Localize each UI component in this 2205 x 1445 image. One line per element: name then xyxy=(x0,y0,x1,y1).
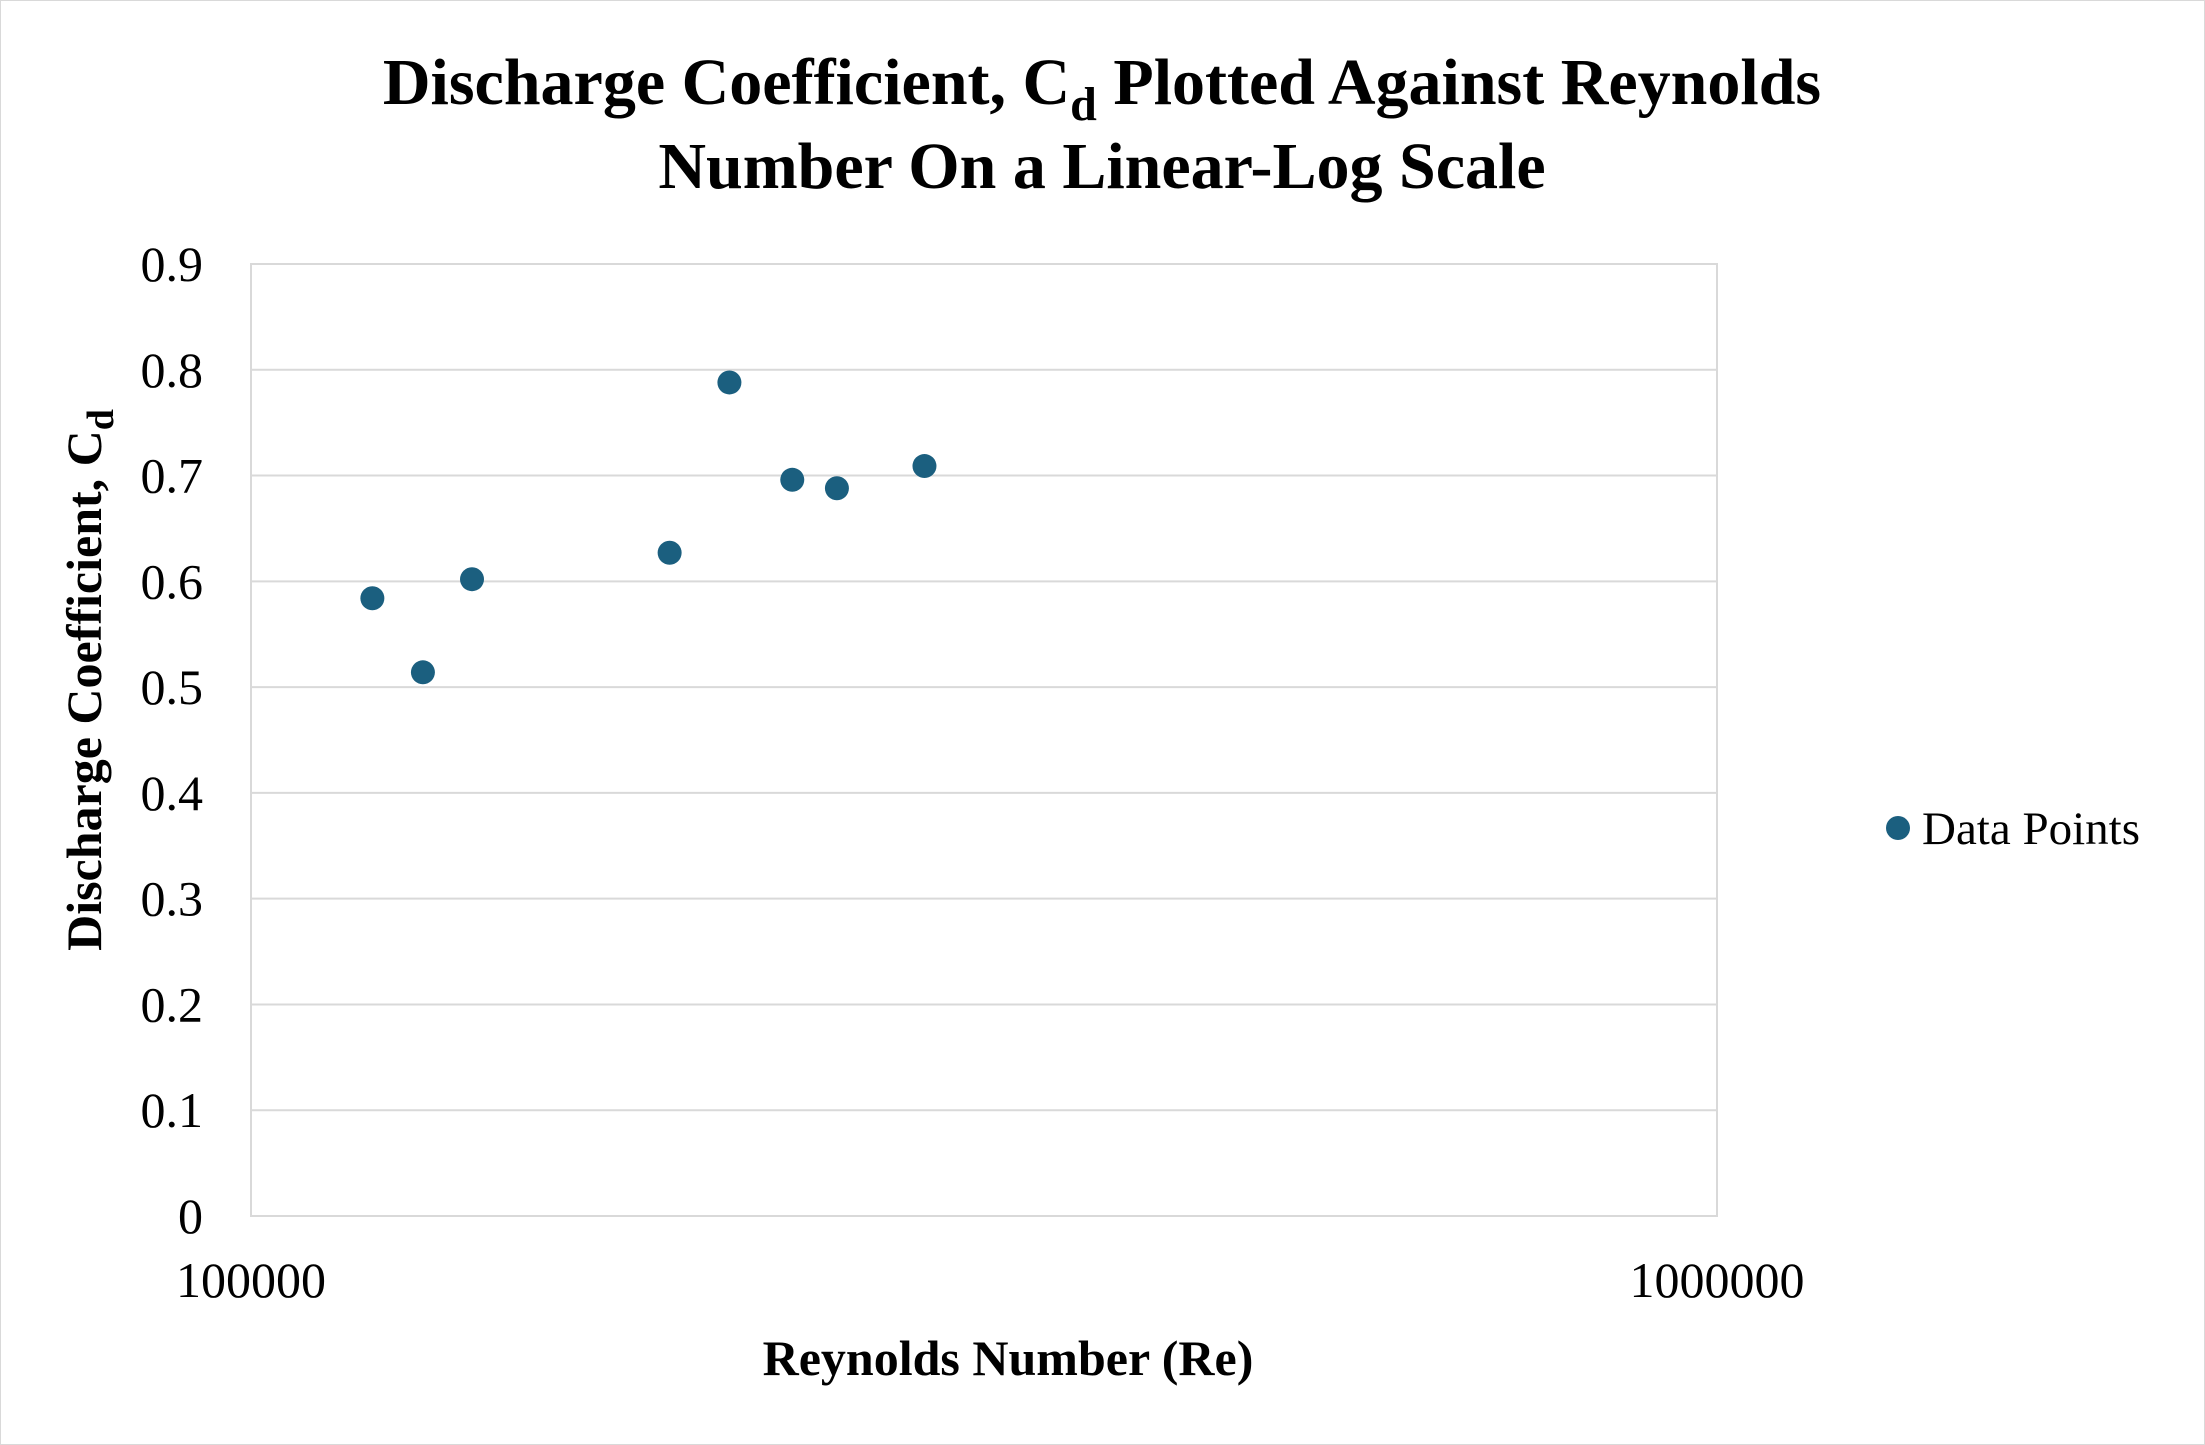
y-tick-label: 0.9 xyxy=(141,236,204,292)
gridlines xyxy=(251,368,1717,1112)
x-axis-ticks: 100000 1000000 xyxy=(176,1252,1805,1308)
plot-area xyxy=(250,263,1718,1217)
data-points xyxy=(360,370,937,685)
data-point xyxy=(410,660,435,685)
x-tick-label: 100000 xyxy=(176,1252,326,1308)
legend-marker xyxy=(1886,816,1910,840)
data-point xyxy=(657,540,682,565)
chart-title-line2: Number On a Linear-Log Scale xyxy=(658,130,1545,203)
legend: Data Points xyxy=(1886,803,2140,855)
chart-title-line1: Discharge Coefficient, Cd Plotted Agains… xyxy=(383,46,1821,131)
data-point xyxy=(912,454,937,479)
legend-label: Data Points xyxy=(1922,803,2140,855)
y-axis-title: Discharge Coefficient, Cd xyxy=(56,409,122,951)
y-axis-ticks: 0 0.1 0.2 0.3 0.4 0.5 0.6 0.7 0.8 0.9 xyxy=(141,236,204,1244)
data-point xyxy=(824,476,849,501)
y-tick-label: 0.8 xyxy=(141,342,204,398)
data-point xyxy=(460,567,485,592)
y-tick-label: 0 xyxy=(178,1188,203,1244)
x-axis-title: Reynolds Number (Re) xyxy=(763,1330,1254,1386)
data-point xyxy=(780,467,805,492)
y-tick-label: 0.1 xyxy=(141,1082,204,1138)
y-tick-label: 0.3 xyxy=(141,871,204,927)
y-tick-label: 0.7 xyxy=(141,448,204,504)
y-tick-label: 0.2 xyxy=(141,976,204,1032)
y-tick-label: 0.4 xyxy=(141,765,204,821)
x-tick-label: 1000000 xyxy=(1630,1252,1805,1308)
y-tick-label: 0.6 xyxy=(141,553,204,609)
y-tick-label: 0.5 xyxy=(141,659,204,715)
data-point xyxy=(360,586,385,611)
data-point xyxy=(717,370,742,395)
